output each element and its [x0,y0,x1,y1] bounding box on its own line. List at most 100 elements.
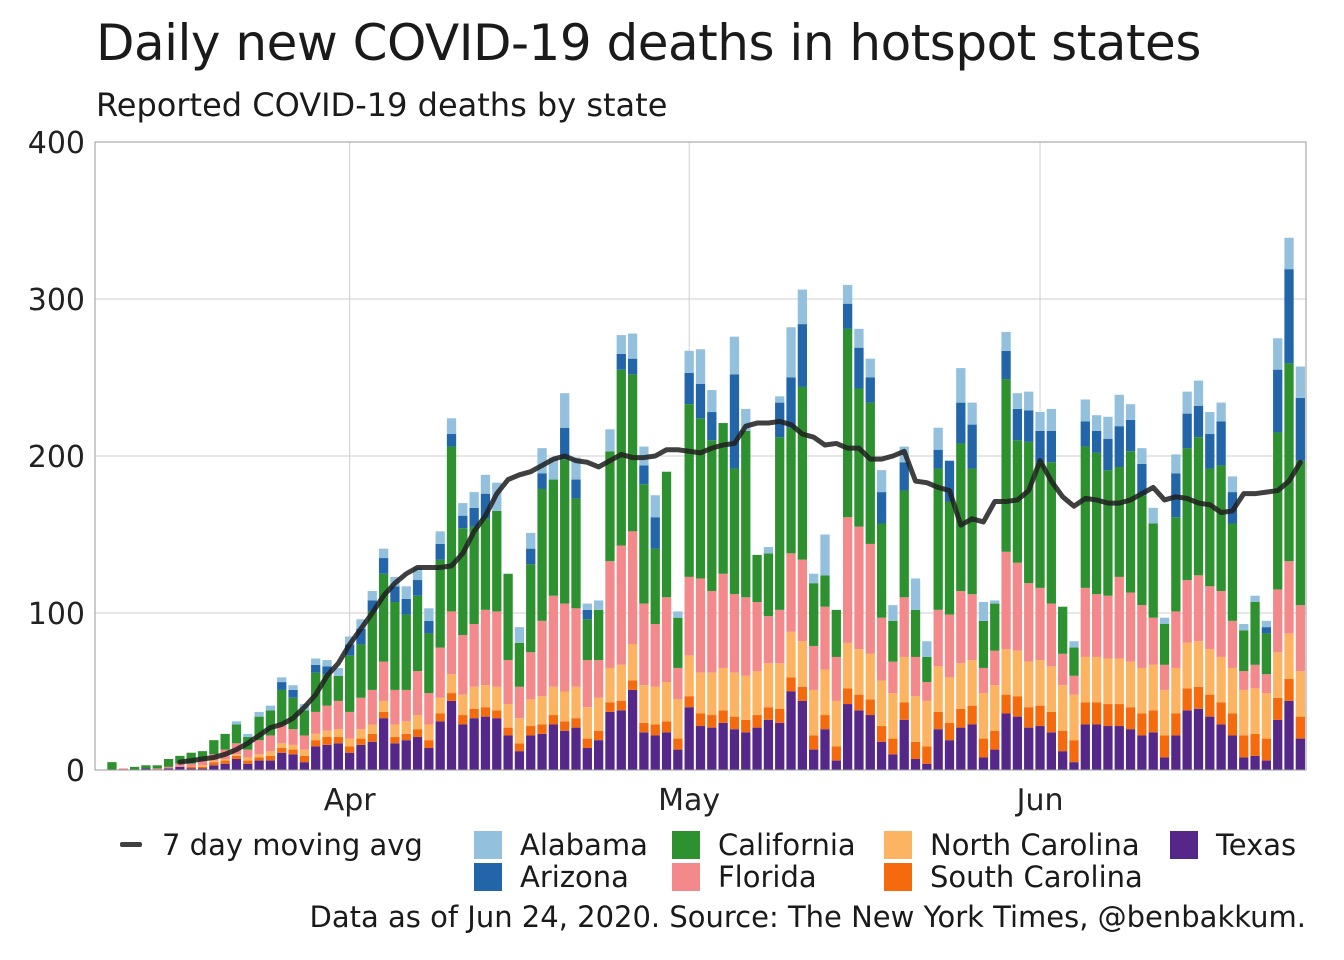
bar-segment-alabama [1148,507,1158,524]
plot-frame [94,141,1307,771]
bar-segment-north-carolina [492,686,502,711]
bar-segment-north-carolina [718,667,728,711]
bar-segment-florida [1114,576,1124,659]
bar-segment-texas [922,763,932,770]
legend-moving-avg-label: 7 day moving avg [162,828,423,862]
bar-segment-alabama [243,733,253,738]
bar-segment-california [265,710,276,736]
bar-segment-north-carolina [639,685,649,723]
bar-segment-south-carolina [888,738,898,755]
bar-segment-alabama [933,427,943,450]
bar-segment-florida [605,561,615,668]
bar-segment-texas [605,711,615,770]
bar-segment-alabama [922,641,932,657]
bar-segment-north-carolina [401,721,411,734]
bar-segment-alabama [1159,617,1170,624]
bar-segment-florida [910,656,921,697]
bar-segment-florida [1182,580,1192,643]
bar-segment-north-carolina [231,754,242,756]
bar-segment-alabama [446,418,457,435]
bar-segment-california [277,689,287,725]
bar-segment-texas [265,760,276,770]
bar-segment-florida [367,689,377,725]
bar-segment-texas [1069,762,1079,770]
bar-segment-california [1295,460,1305,606]
bar-segment-california [560,459,570,604]
bar-segment-north-carolina [661,682,672,722]
bar-segment-arizona [650,517,660,549]
bar-segment-south-carolina [186,766,196,769]
bar-segment-alabama [435,531,445,544]
bar-segment-alabama [412,567,423,581]
bar-segment-south-carolina [1284,678,1294,701]
bar-segment-california [424,633,434,694]
legend-north-carolina: North Carolina [884,828,1140,862]
bar-segment-north-carolina [888,693,898,739]
bar-segment-north-carolina [1058,685,1068,731]
bar-segment-arizona [1182,413,1192,449]
bar-segment-california [616,369,626,546]
bar-segment-alabama [1284,237,1294,270]
bar-segment-alabama [594,600,604,610]
bar-segment-south-carolina [1295,716,1305,739]
bar-segment-california [865,402,875,544]
bar-segment-texas [548,724,559,770]
bar-segment-north-carolina [1239,689,1249,736]
bar-segment-florida [1250,664,1260,689]
bar-segment-alabama [605,429,615,452]
bar-segment-florida [480,609,491,686]
bar-segment-florida [526,652,536,700]
bar-segment-florida [707,591,717,673]
bar-segment-north-carolina [1024,661,1034,708]
bar-segment-california [899,490,909,598]
bar-segment-arizona [424,620,434,634]
bar-segment-texas [820,729,830,770]
bar-segment-north-carolina [254,754,264,758]
bar-segment-california [390,602,400,690]
bar-segment-north-carolina [797,641,807,687]
bar-segment-alabama [707,390,717,413]
bar-segment-south-carolina [1035,705,1045,727]
bar-segment-south-carolina [854,694,864,711]
bar-segment-florida [650,623,660,687]
bar-segment-north-carolina [910,696,921,742]
bar-segment-florida [197,760,208,766]
bar-segment-florida [378,661,389,701]
bar-segment-california [842,328,853,518]
bar-segment-florida [1091,594,1102,657]
bar-segment-south-carolina [1182,688,1192,711]
bar-segment-south-carolina [469,708,479,719]
bar-segment-alabama [684,350,694,373]
bar-segment-south-carolina [1171,713,1181,736]
bar-segment-alabama [820,534,830,576]
bar-segment-texas [616,710,626,770]
legend-south-carolina: South Carolina [884,860,1143,894]
bar-segment-texas [1012,716,1023,770]
bar-segment-texas [1125,729,1136,770]
bar-segment-california [650,548,660,624]
bar-segment-south-carolina [333,737,343,744]
bar-segment-texas [469,718,479,770]
bar-segment-california [163,759,174,767]
bar-segment-texas [1250,755,1260,770]
moving-average-layer [177,418,1303,765]
bar-segment-texas [978,757,989,770]
bar-segment-south-carolina [1012,696,1023,717]
bar-segment-texas [333,743,343,770]
bar-segment-arizona [695,383,706,419]
bar-segment-florida [1001,551,1011,650]
bar-segment-north-carolina [560,691,570,722]
bar-segment-california [1035,462,1045,588]
bar-segment-florida [1261,674,1272,694]
bar-segment-california [401,614,411,690]
bar-segment-south-carolina [616,700,626,711]
bar-segment-california [707,440,717,592]
bar-segment-south-carolina [1091,702,1102,725]
bar-segment-california [582,619,592,661]
bar-segment-texas [446,700,457,770]
bar-segment-florida [1024,583,1034,662]
bar-segment-florida [537,620,547,697]
bar-segment-north-carolina [831,700,841,747]
bar-segment-alabama [1012,393,1023,409]
bar-segment-south-carolina [1205,694,1215,717]
